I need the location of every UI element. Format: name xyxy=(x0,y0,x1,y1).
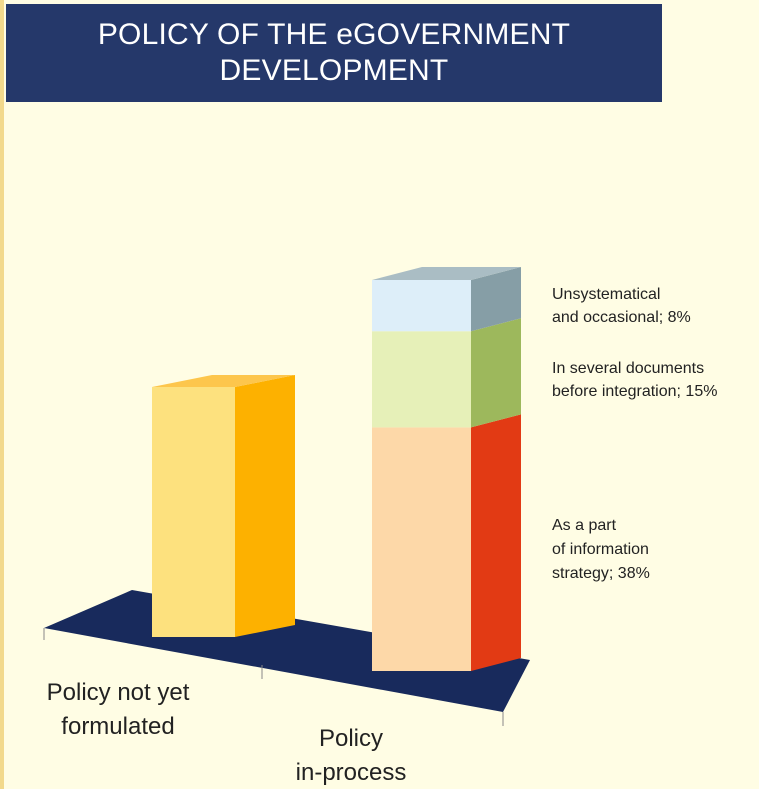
data-label-in-several-documents-before-integration: In several documents before integration; … xyxy=(552,360,717,400)
data-label-as-a-part-of-information-strategy: As a part of information strategy; 38% xyxy=(552,517,650,582)
category-label: Policy in-process xyxy=(296,725,407,786)
bar-front-as-a-part-of-information-strategy xyxy=(372,427,471,671)
bar-side-in-several-documents-before-integration xyxy=(471,318,521,428)
bar-front-in-several-documents-before-integration xyxy=(372,331,471,428)
chart-title-line-2: DEVELOPMENT xyxy=(219,54,449,87)
chart-title-line-1: POLICY OF THE eGOVERNMENT xyxy=(97,18,571,51)
bar-front-policy-not-yet-formulated xyxy=(152,387,235,637)
bar-side-unsystematical-and-occasional xyxy=(471,266,521,332)
bar-side-as-a-part-of-information-strategy xyxy=(471,414,521,671)
data-label-unsystematical-and-occasional: Unsystematical and occasional; 8% xyxy=(552,286,691,326)
bar-top-unsystematical-and-occasional xyxy=(372,266,521,280)
bar-top-policy-not-yet-formulated xyxy=(152,375,295,388)
category-label: Policy not yet formulated xyxy=(47,679,190,740)
title-banner: POLICY OF THE eGOVERNMENT DEVELOPMENT xyxy=(6,4,662,102)
page-edge xyxy=(0,0,4,789)
bar-side-policy-not-yet-formulated xyxy=(235,375,295,637)
bar-front-unsystematical-and-occasional xyxy=(372,279,471,332)
